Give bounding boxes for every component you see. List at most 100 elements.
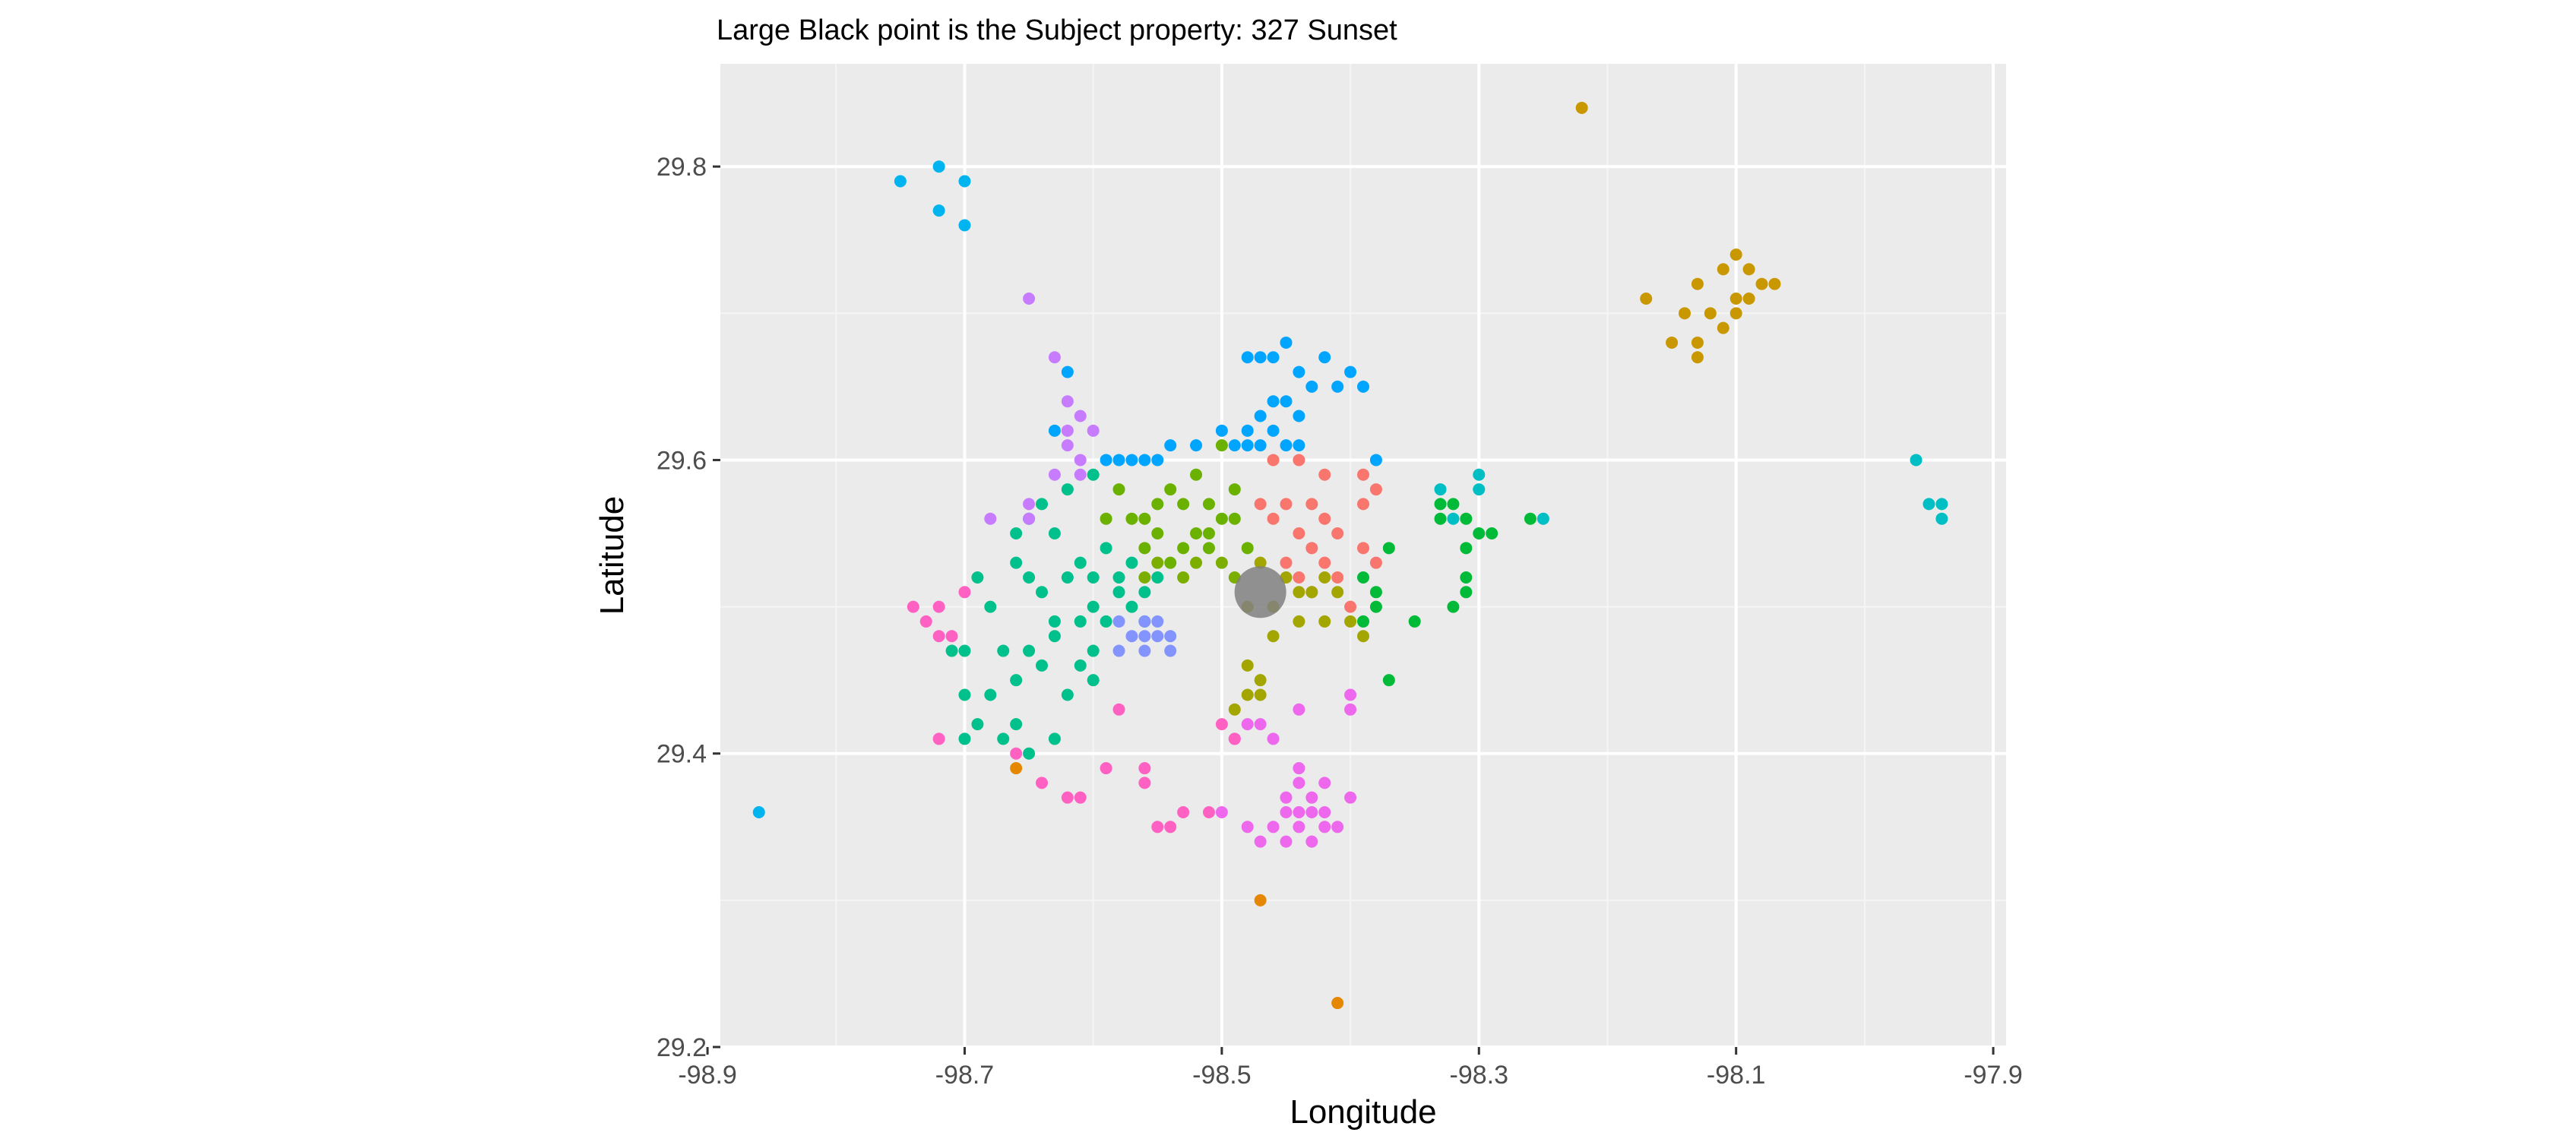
data-point: [1100, 542, 1112, 555]
data-point: [1010, 747, 1023, 760]
data-point: [1164, 556, 1177, 569]
data-point: [1010, 718, 1023, 731]
data-point: [1254, 894, 1267, 906]
data-point: [1305, 805, 1318, 818]
data-point: [1486, 527, 1498, 540]
data-point: [1010, 674, 1023, 687]
data-point: [1061, 688, 1074, 701]
data-point: [1074, 791, 1087, 804]
data-point: [1228, 703, 1241, 716]
data-point: [1112, 644, 1125, 657]
data-point: [1382, 674, 1395, 687]
x-tick-label: -98.7: [935, 1061, 995, 1090]
data-point: [1293, 821, 1305, 834]
data-point: [1202, 527, 1215, 540]
data-point: [1048, 351, 1061, 364]
data-point: [1151, 556, 1164, 569]
data-point: [1318, 777, 1331, 789]
data-point: [1267, 821, 1280, 834]
data-point: [1344, 791, 1357, 804]
x-tick-label: -98.3: [1450, 1061, 1509, 1090]
data-point: [1112, 703, 1125, 716]
data-point: [1138, 777, 1151, 789]
data-point: [1267, 454, 1280, 467]
data-point: [1768, 277, 1781, 290]
data-point: [1293, 703, 1305, 716]
data-point: [1382, 542, 1395, 555]
data-point: [1293, 365, 1305, 378]
data-point: [1729, 248, 1742, 261]
data-point: [958, 175, 971, 188]
data-point: [1369, 483, 1382, 496]
data-point: [1087, 674, 1100, 687]
data-point: [1177, 805, 1190, 818]
data-point: [1280, 791, 1293, 804]
data-point: [1280, 498, 1293, 511]
data-point: [1164, 439, 1177, 452]
data-point: [1691, 351, 1704, 364]
data-point: [1293, 615, 1305, 628]
data-point: [1331, 571, 1344, 584]
data-point: [958, 586, 971, 599]
data-point: [1267, 395, 1280, 408]
data-point: [1100, 454, 1112, 467]
data-point: [1267, 732, 1280, 745]
data-point: [1228, 483, 1241, 496]
data-point: [1293, 410, 1305, 422]
data-point: [932, 160, 945, 173]
data-point: [945, 644, 958, 657]
data-point: [1164, 821, 1177, 834]
data-point: [997, 644, 1010, 657]
y-tick-label: 29.4: [657, 740, 707, 769]
data-point: [1691, 277, 1704, 290]
data-point: [1640, 293, 1653, 305]
data-point: [1331, 997, 1344, 1010]
data-point: [1125, 512, 1138, 525]
x-axis: -98.9 -98.7 -98.5 -98.3 -98.1 -97.9: [678, 1047, 2023, 1090]
data-point: [1280, 336, 1293, 349]
data-point: [1460, 586, 1473, 599]
data-point: [907, 600, 919, 613]
data-point: [1447, 498, 1460, 511]
data-point: [1048, 527, 1061, 540]
data-point: [1061, 439, 1074, 452]
data-point: [1910, 454, 1923, 467]
data-point: [1087, 644, 1100, 657]
data-point: [1048, 424, 1061, 437]
x-tick-label: -98.1: [1707, 1061, 1766, 1090]
data-point: [1074, 659, 1087, 672]
data-point: [1241, 718, 1254, 731]
data-point: [1575, 101, 1588, 114]
data-point: [1010, 527, 1023, 540]
data-point: [932, 204, 945, 217]
data-point: [1293, 777, 1305, 789]
data-point: [1357, 380, 1369, 393]
data-point: [752, 805, 765, 818]
data-point: [1305, 586, 1318, 599]
data-point: [1087, 571, 1100, 584]
data-point: [1074, 410, 1087, 422]
data-point: [1293, 454, 1305, 467]
data-point: [1228, 439, 1241, 452]
data-point: [971, 718, 984, 731]
data-point: [1305, 498, 1318, 511]
data-point: [1691, 336, 1704, 349]
minor-gridlines: [720, 64, 2006, 1047]
data-point: [1177, 571, 1190, 584]
x-tick-label: -98.9: [678, 1061, 737, 1090]
data-point: [1254, 410, 1267, 422]
data-point: [1293, 439, 1305, 452]
data-point: [1112, 615, 1125, 628]
data-point: [1254, 556, 1267, 569]
data-point: [1447, 512, 1460, 525]
data-point: [1742, 293, 1755, 305]
data-point: [1190, 468, 1203, 481]
data-point: [1087, 600, 1100, 613]
chart-title: Large Black point is the Subject propert…: [717, 14, 1397, 46]
data-point: [919, 615, 932, 628]
data-point: [1344, 688, 1357, 701]
data-point: [1305, 380, 1318, 393]
data-point: [1357, 615, 1369, 628]
data-point: [1151, 821, 1164, 834]
data-point: [1151, 527, 1164, 540]
